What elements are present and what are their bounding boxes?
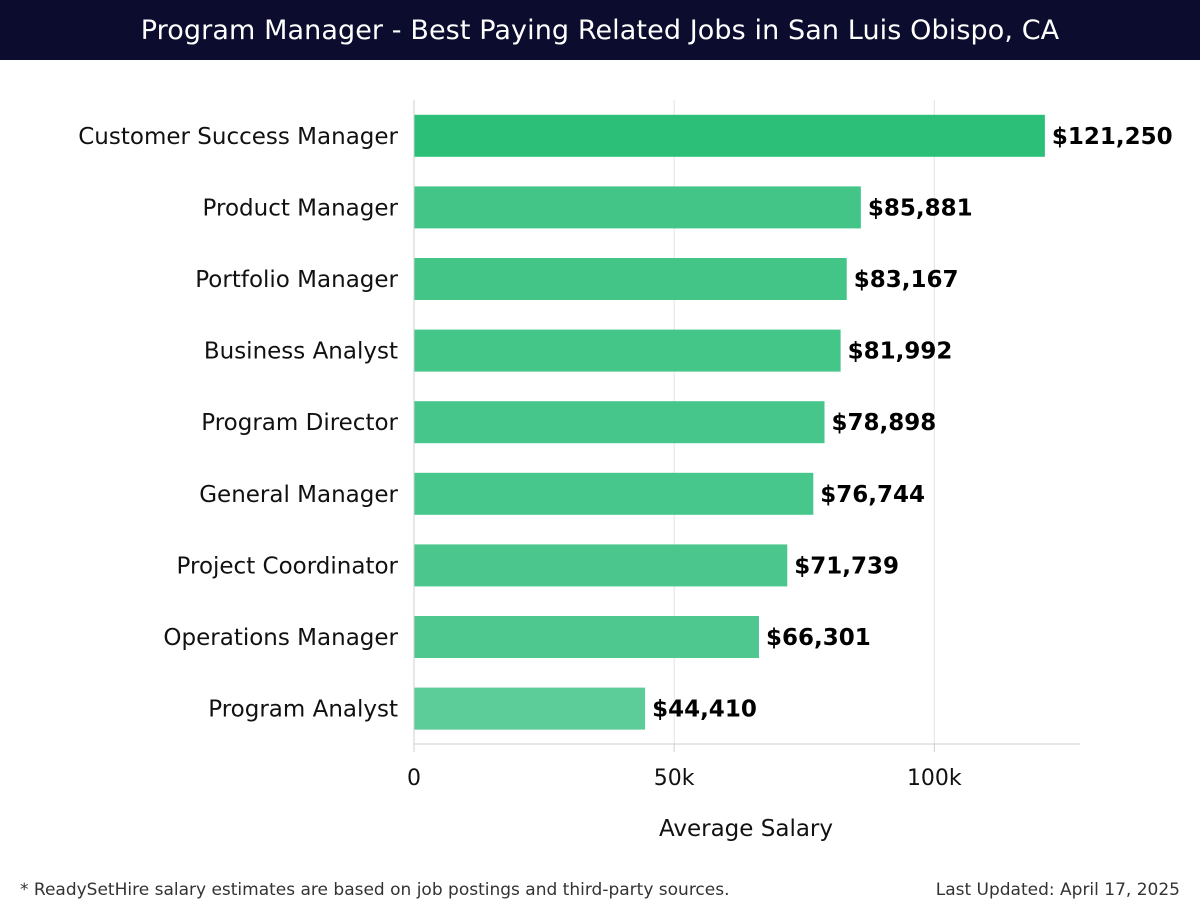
data-label: $85,881 (868, 195, 973, 221)
bar (414, 687, 646, 730)
y-tick-label: Operations Manager (163, 625, 398, 651)
bars: $121,250 $85,881 $83,167 $81,992 $78,898 $76,… (414, 114, 1173, 730)
y-tick-label: Project Coordinator (177, 553, 399, 579)
y-tick-label: Business Analyst (204, 339, 398, 365)
data-label: $81,992 (848, 339, 953, 365)
data-label: $71,739 (794, 553, 899, 579)
y-tick-label: Program Analyst (208, 697, 398, 723)
y-tick-label: Customer Success Manager (78, 124, 398, 150)
y-tick-label: Product Manager (203, 195, 399, 221)
bar (414, 186, 861, 229)
data-label: $83,167 (854, 267, 959, 293)
chart-header: Program Manager - Best Paying Related Jo… (0, 0, 1200, 60)
data-label: $78,898 (832, 410, 937, 436)
data-label: $76,744 (820, 482, 925, 508)
data-label: $121,250 (1052, 124, 1173, 150)
bar (414, 472, 814, 515)
x-axis-title: Average Salary (659, 816, 833, 842)
x-tick-label: 0 (407, 766, 421, 791)
x-tick-label: 100k (907, 766, 962, 791)
bar (414, 329, 841, 372)
bar-chart: $121,250 $85,881 $83,167 $81,992 $78,898 $76,… (78, 100, 1173, 842)
bar (414, 544, 788, 587)
y-tick-label: Portfolio Manager (195, 267, 398, 293)
footnote: * ReadySetHire salary estimates are base… (20, 880, 730, 900)
bar (414, 616, 759, 658)
bar (414, 401, 825, 444)
data-label: $44,410 (652, 697, 757, 723)
data-label: $66,301 (766, 625, 871, 651)
chart-title: Program Manager - Best Paying Related Jo… (140, 14, 1060, 46)
x-tick-label: 50k (654, 766, 695, 791)
bar (414, 258, 847, 300)
axes: 0 50k 100k Customer Success Manager Product … (78, 100, 1080, 791)
y-tick-label: General Manager (199, 482, 398, 508)
bar (414, 114, 1045, 157)
y-tick-label: Program Director (201, 410, 398, 436)
last-updated: Last Updated: April 17, 2025 (935, 880, 1180, 900)
